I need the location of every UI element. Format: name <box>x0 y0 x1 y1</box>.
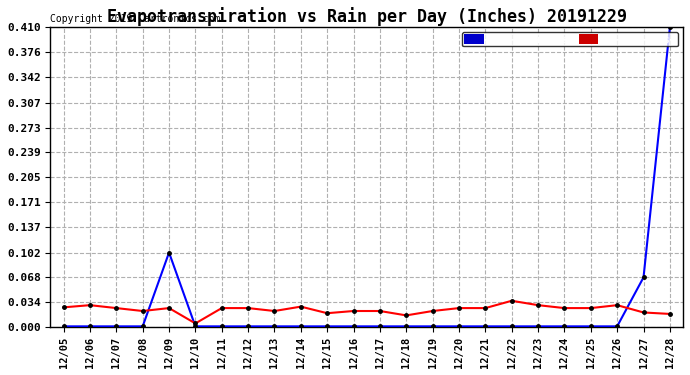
Text: Copyright 2019 Cartronics.com: Copyright 2019 Cartronics.com <box>50 15 221 24</box>
Legend: Rain  (Inches), ET  (Inches): Rain (Inches), ET (Inches) <box>462 32 678 46</box>
Title: Evapotranspiration vs Rain per Day (Inches) 20191229: Evapotranspiration vs Rain per Day (Inch… <box>107 7 627 26</box>
